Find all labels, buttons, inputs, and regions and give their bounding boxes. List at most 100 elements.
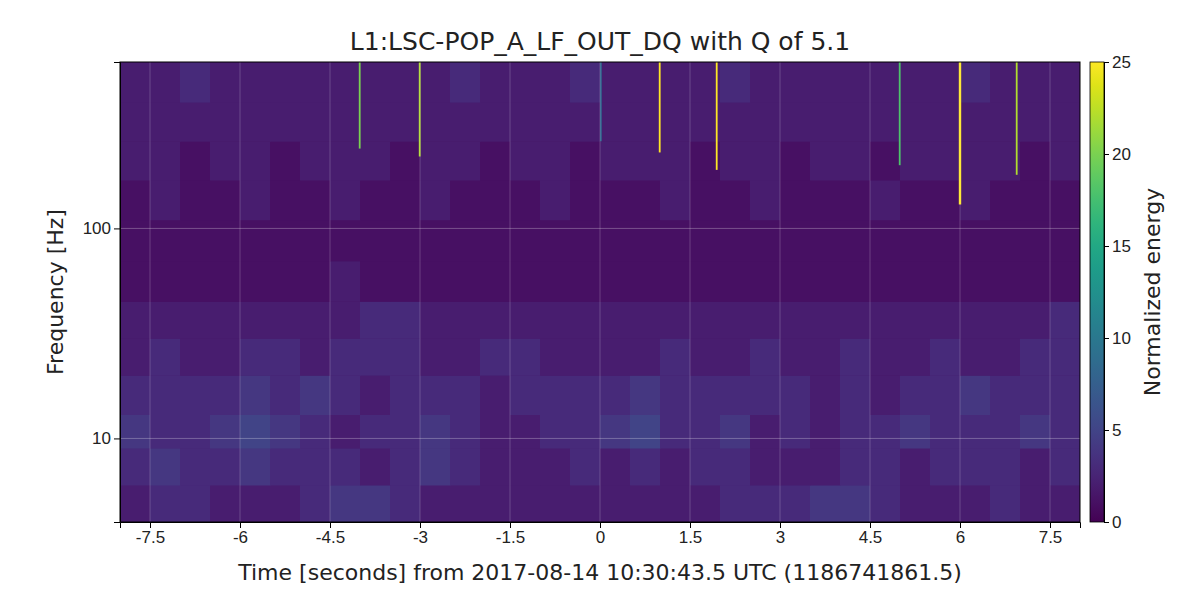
heat-cell	[390, 102, 421, 142]
heat-cell	[1050, 301, 1080, 338]
heat-cell	[450, 261, 481, 302]
heat-cell	[720, 102, 751, 142]
heat-cell	[900, 485, 931, 522]
heat-cell	[720, 180, 751, 220]
tick-label: -1.5	[496, 528, 525, 547]
heat-cell	[240, 102, 271, 142]
heat-cell	[720, 414, 751, 448]
heat-cell	[300, 485, 331, 522]
heat-cell	[960, 62, 991, 102]
heat-cell	[540, 448, 571, 485]
heat-cell	[300, 220, 331, 262]
plot-background	[120, 62, 1080, 522]
heat-cell	[780, 485, 811, 522]
heat-cell	[810, 338, 841, 375]
heat-cell	[210, 375, 241, 415]
heat-cell	[390, 62, 421, 102]
heat-cell	[300, 261, 331, 302]
heat-cell	[660, 375, 691, 415]
heat-cell	[1020, 485, 1051, 522]
heat-cell	[870, 62, 901, 102]
heat-cell	[270, 301, 301, 338]
heat-cell	[510, 102, 541, 142]
heat-cell	[420, 448, 451, 485]
heat-cell	[420, 414, 451, 448]
heat-cell	[720, 375, 751, 415]
heat-cell	[870, 102, 901, 142]
heat-cell	[690, 261, 721, 302]
heat-cell	[1020, 301, 1051, 338]
heat-cell	[480, 338, 511, 375]
tick-mark	[114, 228, 120, 229]
heat-cell	[180, 338, 211, 375]
heat-cell	[1050, 338, 1080, 375]
heat-cell	[930, 375, 961, 415]
heat-cell	[300, 301, 331, 338]
heat-cell	[120, 141, 151, 180]
tick-label: 5	[1112, 421, 1121, 440]
x-tick: -3	[413, 522, 428, 547]
heat-cell	[1050, 141, 1080, 180]
heat-cell	[1020, 375, 1051, 415]
heat-cell	[360, 220, 391, 262]
grid-line	[510, 62, 511, 522]
heat-cell	[780, 414, 811, 448]
heat-cell	[990, 301, 1021, 338]
heat-cell	[990, 261, 1021, 302]
heat-cell	[780, 448, 811, 485]
heat-cell	[630, 62, 661, 102]
heat-cell	[540, 414, 571, 448]
heat-cell	[480, 220, 511, 262]
heat-cell	[930, 338, 961, 375]
heat-cell	[330, 448, 361, 485]
heat-cell	[360, 141, 391, 180]
tick-label: 10	[1112, 329, 1131, 348]
heat-cell	[900, 141, 931, 180]
heat-cell	[660, 414, 691, 448]
grid-line	[420, 62, 421, 522]
heat-cell	[150, 102, 181, 142]
heat-cell	[870, 448, 901, 485]
heat-cell	[510, 338, 541, 375]
heat-cell	[270, 338, 301, 375]
heat-cell	[840, 102, 871, 142]
tick-label: 0	[596, 528, 605, 547]
heat-cell	[1020, 180, 1051, 220]
heat-cell	[930, 485, 961, 522]
heat-cell	[150, 375, 181, 415]
heat-cell	[630, 102, 661, 142]
heat-cell	[780, 301, 811, 338]
heat-cell	[630, 414, 661, 448]
heat-cell	[600, 301, 631, 338]
heat-cell	[330, 375, 361, 415]
x-tick: -4.5	[316, 522, 345, 547]
grid-line	[1050, 62, 1051, 522]
heat-cell	[480, 301, 511, 338]
heat-cell	[120, 220, 151, 262]
heat-cell	[330, 220, 361, 262]
tick-mark	[1104, 338, 1109, 339]
y-axis-title: Frequency [Hz]	[43, 209, 68, 375]
heat-cell	[1050, 220, 1080, 262]
heat-cell	[210, 261, 241, 302]
y-tick: 100	[83, 219, 120, 238]
heat-cell	[150, 62, 181, 102]
transient	[899, 62, 901, 165]
heat-cell	[270, 102, 301, 142]
heat-cell	[600, 414, 631, 448]
heat-cell	[990, 414, 1021, 448]
heat-cell	[750, 180, 781, 220]
heat-cell	[660, 62, 691, 102]
heat-cell	[420, 180, 451, 220]
heat-cell	[810, 180, 841, 220]
heat-cell	[960, 414, 991, 448]
heat-cell	[960, 220, 991, 262]
heat-cell	[570, 485, 601, 522]
heat-cell	[810, 261, 841, 302]
heat-cell	[600, 338, 631, 375]
heat-cell	[300, 62, 331, 102]
heat-cell	[660, 301, 691, 338]
heat-cell	[420, 102, 451, 142]
heat-cell	[510, 180, 541, 220]
heat-cell	[1020, 448, 1051, 485]
